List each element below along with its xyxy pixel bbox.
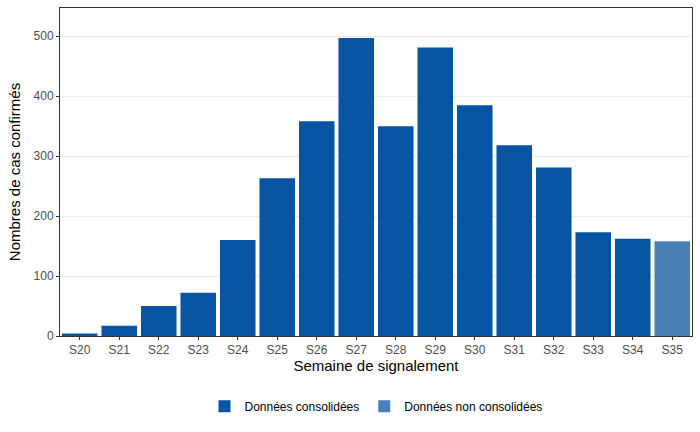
svg-text:S23: S23 [188, 343, 210, 357]
svg-text:S32: S32 [543, 343, 565, 357]
svg-text:S26: S26 [306, 343, 328, 357]
svg-text:100: 100 [34, 269, 54, 283]
svg-text:S24: S24 [227, 343, 249, 357]
svg-text:0: 0 [47, 329, 54, 343]
svg-text:Données consolidées: Données consolidées [245, 400, 360, 414]
svg-text:S35: S35 [662, 343, 684, 357]
svg-text:S28: S28 [385, 343, 407, 357]
svg-text:S27: S27 [346, 343, 368, 357]
svg-text:400: 400 [34, 89, 54, 103]
svg-text:S30: S30 [464, 343, 486, 357]
svg-text:S31: S31 [504, 343, 526, 357]
svg-text:S22: S22 [148, 343, 170, 357]
svg-text:S25: S25 [267, 343, 289, 357]
svg-text:Semaine de signalement: Semaine de signalement [293, 357, 459, 374]
svg-text:S29: S29 [425, 343, 447, 357]
svg-text:Nombres de cas confirmés: Nombres de cas confirmés [6, 83, 23, 261]
svg-text:Données non consolidées: Données non consolidées [404, 400, 542, 414]
svg-text:200: 200 [34, 209, 54, 223]
svg-text:S20: S20 [69, 343, 91, 357]
svg-text:S34: S34 [622, 343, 644, 357]
svg-text:S21: S21 [109, 343, 131, 357]
svg-text:500: 500 [34, 29, 54, 43]
svg-text:300: 300 [34, 149, 54, 163]
svg-text:S33: S33 [583, 343, 605, 357]
